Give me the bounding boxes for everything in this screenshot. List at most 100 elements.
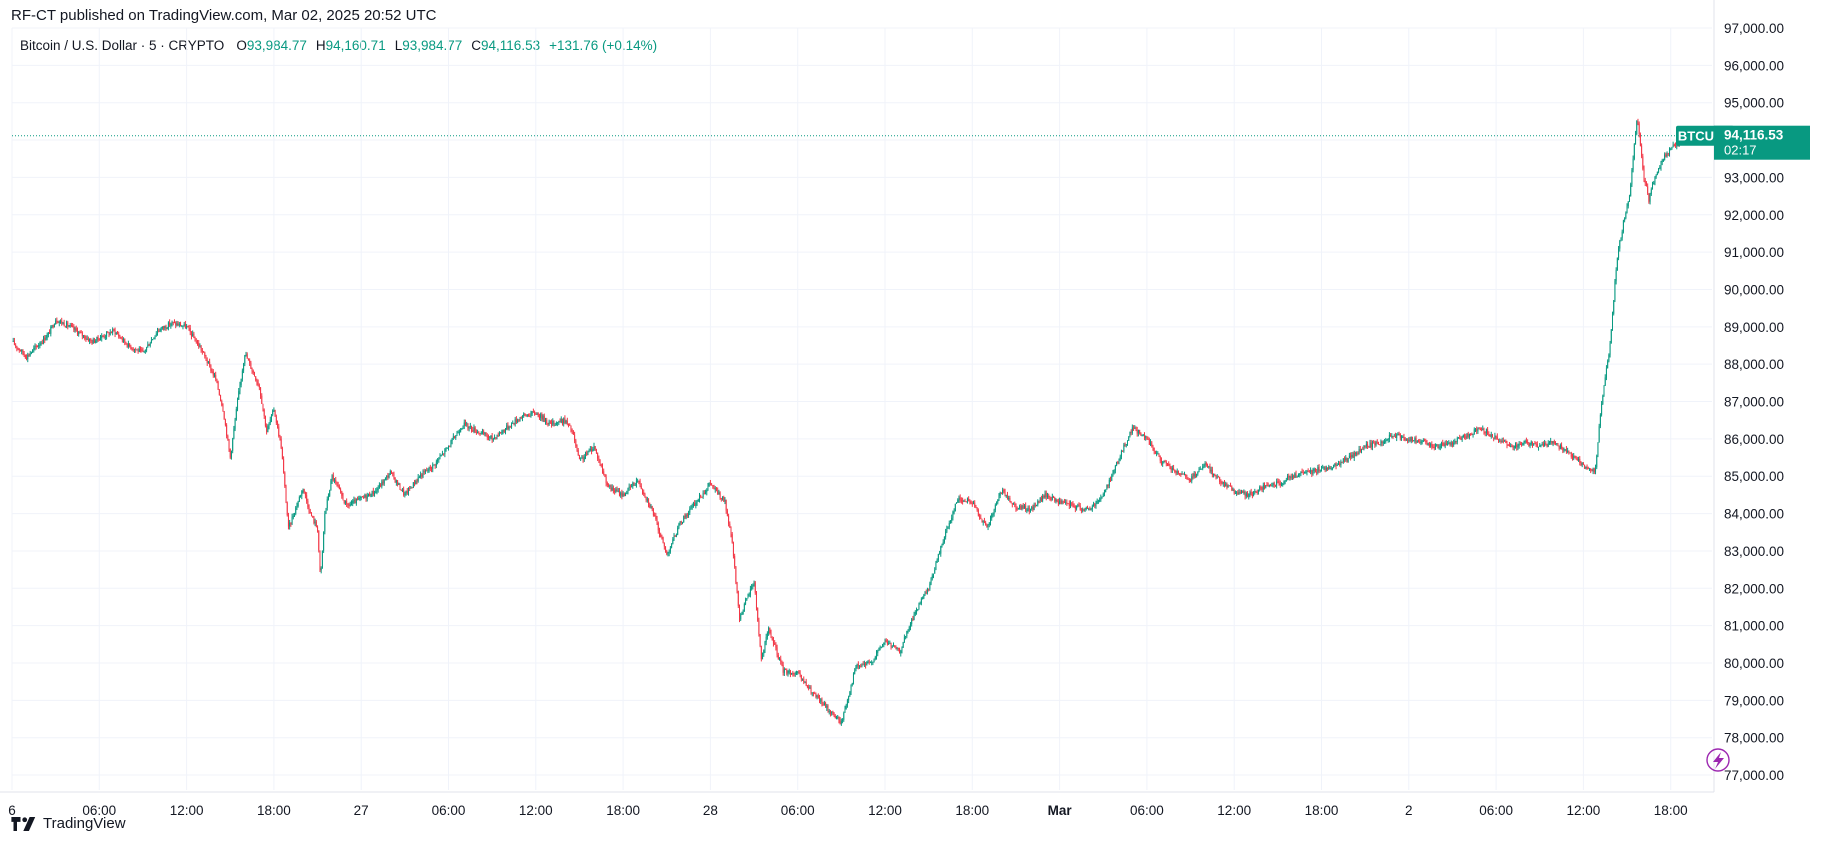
time-tick-label: 12:00 xyxy=(170,803,204,818)
candle xyxy=(732,541,734,559)
candle-body xyxy=(29,353,31,356)
candle xyxy=(1576,456,1578,461)
candle-body xyxy=(1285,480,1287,482)
candle-body xyxy=(601,465,603,472)
candle-body xyxy=(524,413,526,415)
time-tick-label: 06:00 xyxy=(1479,803,1513,818)
candle-body xyxy=(661,537,663,539)
candle xyxy=(1479,427,1481,431)
candle-body xyxy=(1226,483,1228,488)
candle xyxy=(1220,479,1222,487)
candle xyxy=(392,472,394,477)
candle xyxy=(87,336,89,342)
candle-body xyxy=(609,485,611,487)
candle-body xyxy=(645,497,647,500)
candle-body xyxy=(1647,186,1649,194)
candle xyxy=(269,416,271,426)
candle-body xyxy=(828,710,830,712)
candle-body xyxy=(1621,231,1623,238)
candle xyxy=(570,425,572,433)
candle-body xyxy=(975,506,977,509)
candle xyxy=(132,347,134,352)
candle-body xyxy=(879,647,881,649)
candle-body xyxy=(860,665,862,667)
candle-body xyxy=(1119,456,1121,460)
candle-body xyxy=(420,474,422,478)
candle-body xyxy=(595,449,597,453)
candle xyxy=(578,454,580,460)
time-tick-label: 12:00 xyxy=(519,803,553,818)
candle xyxy=(860,663,862,668)
candle-body xyxy=(1152,445,1154,448)
candle-body xyxy=(620,492,622,496)
price-tick-label: 81,000.00 xyxy=(1724,619,1784,634)
time-tick-label: 06:00 xyxy=(781,803,815,818)
candle xyxy=(777,652,779,660)
candle xyxy=(221,399,223,407)
candle xyxy=(831,711,833,716)
candle-body xyxy=(1426,441,1428,445)
time-tick-label: 28 xyxy=(703,803,718,818)
candle xyxy=(968,496,970,502)
candle-body xyxy=(452,436,454,439)
candle-body xyxy=(859,665,861,667)
candle xyxy=(75,325,77,332)
candle-body xyxy=(1340,461,1342,465)
candle-body xyxy=(1419,441,1421,443)
candle xyxy=(829,709,831,717)
candle-body xyxy=(1643,168,1645,181)
candle-body xyxy=(228,439,230,450)
tradingview-brand[interactable]: TradingView xyxy=(11,815,126,832)
candle xyxy=(182,325,184,330)
candle-body xyxy=(1174,469,1176,473)
candle-body xyxy=(1239,492,1241,494)
candle-body xyxy=(1462,435,1464,438)
candle-body xyxy=(1274,484,1276,486)
candle xyxy=(1625,211,1627,220)
candle-body xyxy=(565,420,567,423)
candle-body xyxy=(1060,500,1062,504)
candle xyxy=(1585,466,1587,470)
candle-body xyxy=(901,647,903,651)
candle xyxy=(298,495,300,503)
candle xyxy=(1254,488,1256,495)
candle xyxy=(1037,499,1039,507)
candle-body xyxy=(1317,467,1319,473)
candle xyxy=(502,429,504,435)
candle-body xyxy=(1556,443,1558,445)
candle-body xyxy=(61,320,63,324)
lightning-icon[interactable] xyxy=(1706,748,1730,772)
candle-body xyxy=(1147,439,1149,441)
candle xyxy=(952,510,954,521)
price-tick-label: 82,000.00 xyxy=(1724,581,1784,596)
candle xyxy=(1588,467,1590,472)
candle-body xyxy=(1222,481,1224,484)
candle xyxy=(1334,463,1336,467)
candle xyxy=(119,334,121,339)
candle-body xyxy=(1581,462,1583,466)
candle-body xyxy=(1448,442,1450,444)
candle xyxy=(1238,488,1240,495)
candle-body xyxy=(1089,508,1091,510)
candle xyxy=(1664,152,1666,161)
candle-body xyxy=(865,663,867,666)
candle-body xyxy=(1136,430,1138,434)
candle xyxy=(427,468,429,474)
candle-body xyxy=(1418,440,1419,442)
candle xyxy=(380,483,382,488)
symbol-name[interactable]: Bitcoin / U.S. Dollar · 5 · CRYPTO xyxy=(20,38,225,53)
candle xyxy=(1529,442,1531,449)
time-tick-label: 18:00 xyxy=(1305,803,1339,818)
candle xyxy=(343,499,345,505)
candle xyxy=(325,507,327,515)
candle xyxy=(1340,459,1342,468)
candle xyxy=(1641,143,1643,159)
candle xyxy=(1200,468,1202,470)
candle xyxy=(1173,464,1175,471)
candle xyxy=(1308,470,1310,473)
candle-body xyxy=(1054,497,1056,502)
candle xyxy=(272,409,274,417)
candle-body xyxy=(424,470,426,472)
candle-body xyxy=(862,664,864,666)
